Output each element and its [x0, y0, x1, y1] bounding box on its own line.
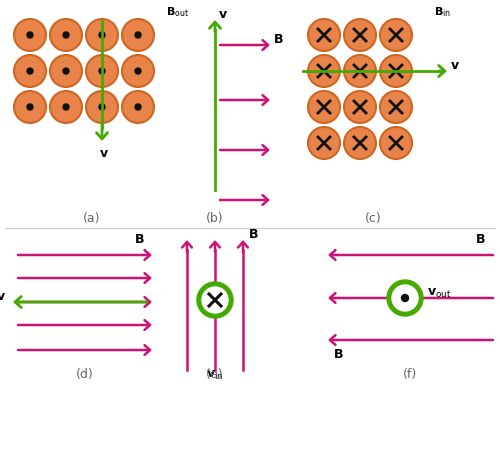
Circle shape — [387, 280, 423, 316]
Circle shape — [27, 104, 33, 110]
Circle shape — [14, 55, 46, 87]
Circle shape — [122, 19, 154, 51]
Circle shape — [392, 285, 418, 311]
Text: $\mathbf{v}$: $\mathbf{v}$ — [218, 8, 228, 21]
Circle shape — [86, 19, 118, 51]
Circle shape — [308, 19, 340, 51]
Circle shape — [86, 55, 118, 87]
Circle shape — [380, 91, 412, 123]
Circle shape — [197, 282, 233, 318]
Text: $\mathbf{v}$: $\mathbf{v}$ — [450, 59, 460, 72]
Circle shape — [50, 91, 82, 123]
Text: $\mathbf{B}$: $\mathbf{B}$ — [248, 228, 258, 241]
Circle shape — [122, 91, 154, 123]
Circle shape — [135, 32, 141, 38]
Circle shape — [99, 104, 105, 110]
Text: (b): (b) — [206, 212, 224, 225]
Circle shape — [63, 104, 69, 110]
Circle shape — [344, 91, 376, 123]
Text: (a): (a) — [83, 212, 101, 225]
Circle shape — [14, 91, 46, 123]
Circle shape — [344, 55, 376, 87]
Circle shape — [380, 127, 412, 159]
Circle shape — [63, 68, 69, 74]
Circle shape — [344, 19, 376, 51]
Circle shape — [63, 32, 69, 38]
Text: $\mathbf{v}$: $\mathbf{v}$ — [0, 290, 6, 303]
Text: (e): (e) — [206, 368, 224, 381]
Text: (c): (c) — [364, 212, 382, 225]
Circle shape — [202, 287, 228, 313]
Circle shape — [50, 19, 82, 51]
Circle shape — [14, 19, 46, 51]
Circle shape — [122, 55, 154, 87]
Circle shape — [308, 127, 340, 159]
Circle shape — [308, 55, 340, 87]
Text: $\mathbf{B}_{\mathrm{in}}$: $\mathbf{B}_{\mathrm{in}}$ — [434, 5, 451, 19]
Circle shape — [308, 91, 340, 123]
Text: $\mathbf{B}$: $\mathbf{B}$ — [273, 33, 283, 46]
Circle shape — [86, 91, 118, 123]
Circle shape — [380, 55, 412, 87]
Text: $\mathbf{B}_{\mathrm{out}}$: $\mathbf{B}_{\mathrm{out}}$ — [166, 5, 189, 19]
Circle shape — [402, 294, 408, 302]
Circle shape — [50, 55, 82, 87]
Circle shape — [99, 32, 105, 38]
Text: (f): (f) — [404, 368, 417, 381]
Text: (d): (d) — [76, 368, 94, 381]
Text: $\mathbf{v}_{\mathrm{in}}$: $\mathbf{v}_{\mathrm{in}}$ — [206, 369, 224, 382]
Text: $\mathbf{B}$: $\mathbf{B}$ — [475, 233, 486, 246]
Circle shape — [380, 19, 412, 51]
Text: $\mathbf{v}$: $\mathbf{v}$ — [99, 147, 109, 160]
Circle shape — [27, 68, 33, 74]
Circle shape — [99, 68, 105, 74]
Circle shape — [135, 68, 141, 74]
Text: $\mathbf{B}$: $\mathbf{B}$ — [333, 348, 344, 361]
Text: $\mathbf{v}_{\mathrm{out}}$: $\mathbf{v}_{\mathrm{out}}$ — [427, 287, 452, 300]
Text: $\mathbf{B}$: $\mathbf{B}$ — [134, 233, 144, 246]
Circle shape — [27, 32, 33, 38]
Circle shape — [344, 127, 376, 159]
Circle shape — [135, 104, 141, 110]
